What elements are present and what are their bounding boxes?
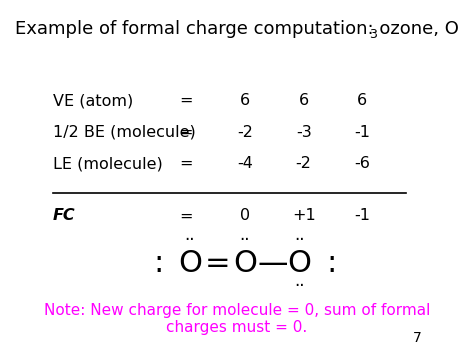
Text: =: = [205,248,230,278]
Text: O: O [178,248,202,278]
Text: Note: New charge for molecule = 0, sum of formal: Note: New charge for molecule = 0, sum o… [44,303,430,318]
Text: =: = [179,156,193,171]
Text: O: O [233,248,257,278]
Text: -6: -6 [355,156,370,171]
Text: 7: 7 [412,331,421,345]
Text: -2: -2 [237,125,253,140]
Text: 0: 0 [240,208,250,223]
Text: -1: -1 [355,125,370,140]
Text: Example of formal charge computation: ozone, O: Example of formal charge computation: oz… [15,20,459,38]
Text: 1/2 BE (molecule): 1/2 BE (molecule) [53,125,196,140]
Text: =: = [179,93,193,108]
Text: -3: -3 [296,125,311,140]
Text: charges must = 0.: charges must = 0. [166,320,308,335]
Text: ··: ·· [185,231,195,250]
Text: :: : [326,248,336,278]
Text: ··: ·· [294,277,305,295]
Text: +1: +1 [292,208,316,223]
Text: ··: ·· [294,231,305,250]
Text: FC: FC [53,208,75,223]
Text: 6: 6 [240,93,250,108]
Text: 6: 6 [357,93,367,108]
Text: LE (molecule): LE (molecule) [53,156,163,171]
Text: -4: -4 [237,156,253,171]
Text: -1: -1 [355,208,370,223]
Text: :: : [154,248,164,278]
Text: 6: 6 [299,93,309,108]
Text: —: — [257,248,288,278]
Text: VE (atom): VE (atom) [53,93,133,108]
Text: =: = [179,125,193,140]
Text: -2: -2 [296,156,311,171]
Text: O: O [288,248,312,278]
Text: ··: ·· [239,231,250,250]
Text: 3: 3 [369,28,377,41]
Text: =: = [179,208,193,223]
